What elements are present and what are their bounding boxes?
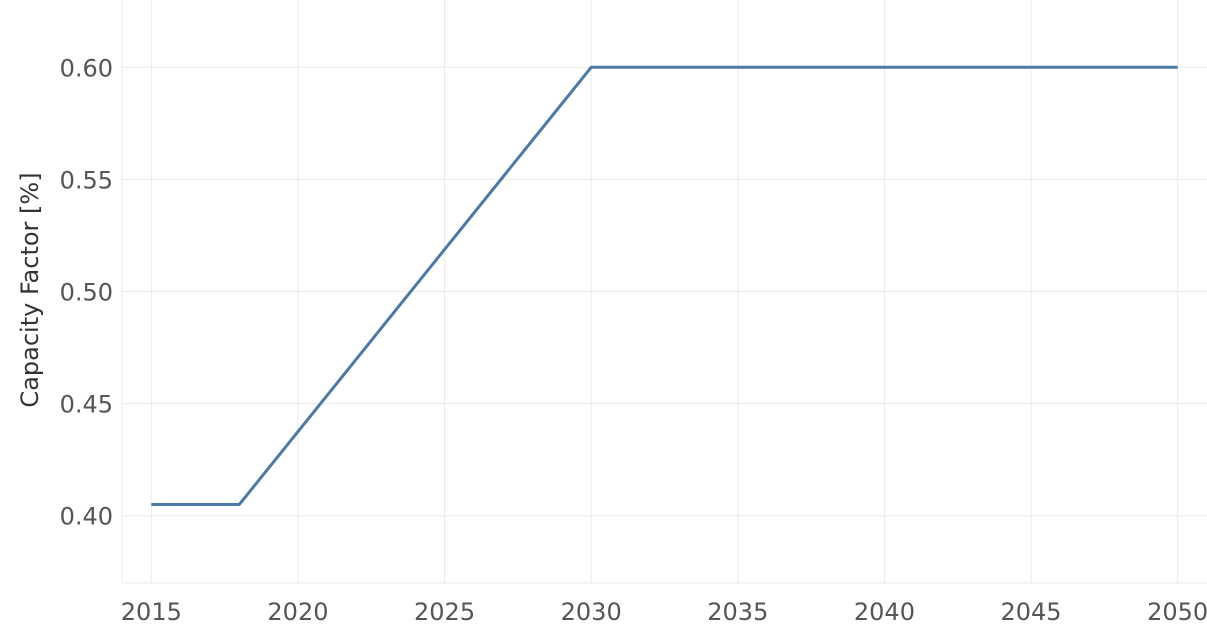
x-tick-label: 2025 bbox=[414, 598, 475, 626]
y-tick-label: 0.55 bbox=[60, 166, 113, 194]
y-axis: 0.40 0.45 0.50 0.55 0.60 bbox=[60, 54, 113, 530]
x-tick-label: 2045 bbox=[1001, 598, 1062, 626]
series-layer bbox=[151, 65, 1178, 506]
x-tick-label: 2020 bbox=[267, 598, 328, 626]
x-axis: 2015 2020 2025 2030 2035 2040 2045 2050 bbox=[121, 598, 1207, 626]
x-tick-label: 2030 bbox=[561, 598, 622, 626]
y-axis-title: Capacity Factor [%] bbox=[16, 172, 44, 407]
x-tick-label: 2050 bbox=[1147, 598, 1207, 626]
grid bbox=[121, 0, 1207, 584]
x-tick-label: 2040 bbox=[854, 598, 915, 626]
x-tick-label: 2015 bbox=[121, 598, 182, 626]
y-tick-label: 0.50 bbox=[60, 279, 113, 307]
y-tick-label: 0.60 bbox=[60, 54, 113, 82]
x-tick-label: 2035 bbox=[707, 598, 768, 626]
series-line bbox=[151, 65, 1178, 506]
y-tick-label: 0.45 bbox=[60, 391, 113, 419]
y-tick-label: 0.40 bbox=[60, 503, 113, 531]
